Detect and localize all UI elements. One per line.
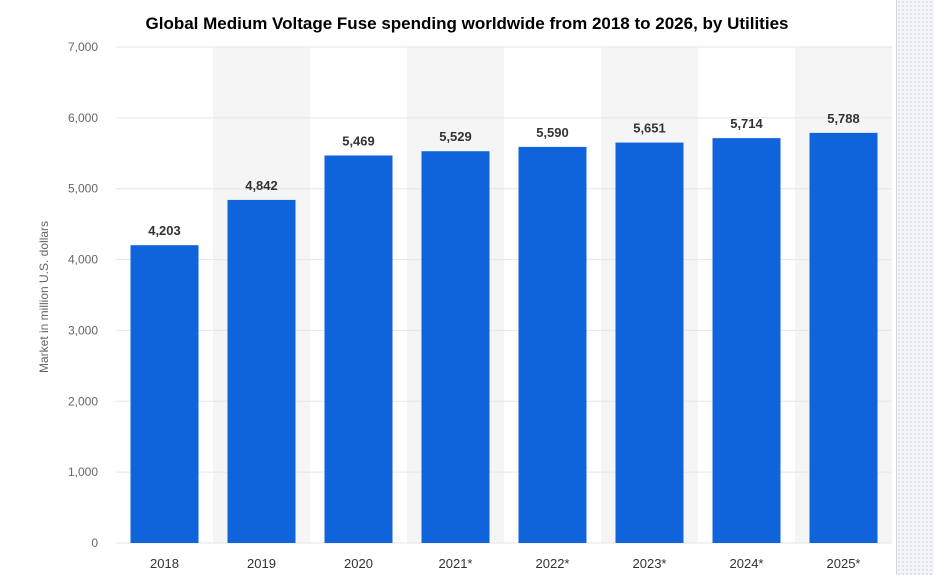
- y-axis-ticks: 0 1,000 2,000 3,000 4,000 5,000 6,000 7,000: [68, 40, 98, 550]
- y-tick-label: 2,000: [68, 394, 98, 408]
- chart-title: Global Medium Voltage Fuse spending worl…: [145, 14, 789, 33]
- y-tick-label: 3,000: [68, 323, 98, 337]
- data-label: 4,203: [148, 223, 181, 238]
- data-label: 5,469: [342, 133, 375, 148]
- x-tick-label: 2024*: [730, 556, 764, 571]
- data-label: 5,788: [827, 111, 860, 126]
- x-tick-label: 2019: [247, 556, 276, 571]
- data-label: 5,714: [730, 116, 763, 131]
- data-label: 4,842: [245, 178, 278, 193]
- x-tick-label: 2025*: [827, 556, 861, 571]
- y-tick-label: 4,000: [68, 253, 98, 267]
- x-axis-ticks: 2018 2019 2020 2021* 2022* 2023* 2024* 2025*: [150, 556, 860, 571]
- bar: [324, 155, 393, 543]
- data-labels: 4,203 4,842 5,469 5,529 5,590 5,651 5,714 5,788: [148, 111, 860, 238]
- y-tick-label: 1,000: [68, 465, 98, 479]
- data-label: 5,590: [536, 125, 569, 140]
- bar: [518, 146, 587, 543]
- y-tick-label: 6,000: [68, 111, 98, 125]
- bar: [712, 138, 781, 543]
- bars: [130, 132, 878, 544]
- x-tick-label: 2018: [150, 556, 179, 571]
- data-label: 5,651: [633, 121, 666, 136]
- bar: [421, 151, 490, 544]
- x-tick-label: 2023*: [633, 556, 667, 571]
- x-tick-label: 2021*: [439, 556, 473, 571]
- x-tick-label: 2020: [344, 556, 373, 571]
- bar: [130, 245, 199, 543]
- y-tick-label: 5,000: [68, 182, 98, 196]
- bar: [227, 199, 296, 543]
- y-tick-label: 7,000: [68, 40, 98, 54]
- bar: [615, 142, 684, 543]
- y-axis-title: Market in million U.S. dollars: [37, 221, 51, 373]
- bar: [809, 132, 878, 544]
- data-label: 5,529: [439, 129, 472, 144]
- x-tick-label: 2022*: [536, 556, 570, 571]
- y-tick-label: 0: [91, 536, 98, 550]
- window-edge-strip: [897, 0, 934, 575]
